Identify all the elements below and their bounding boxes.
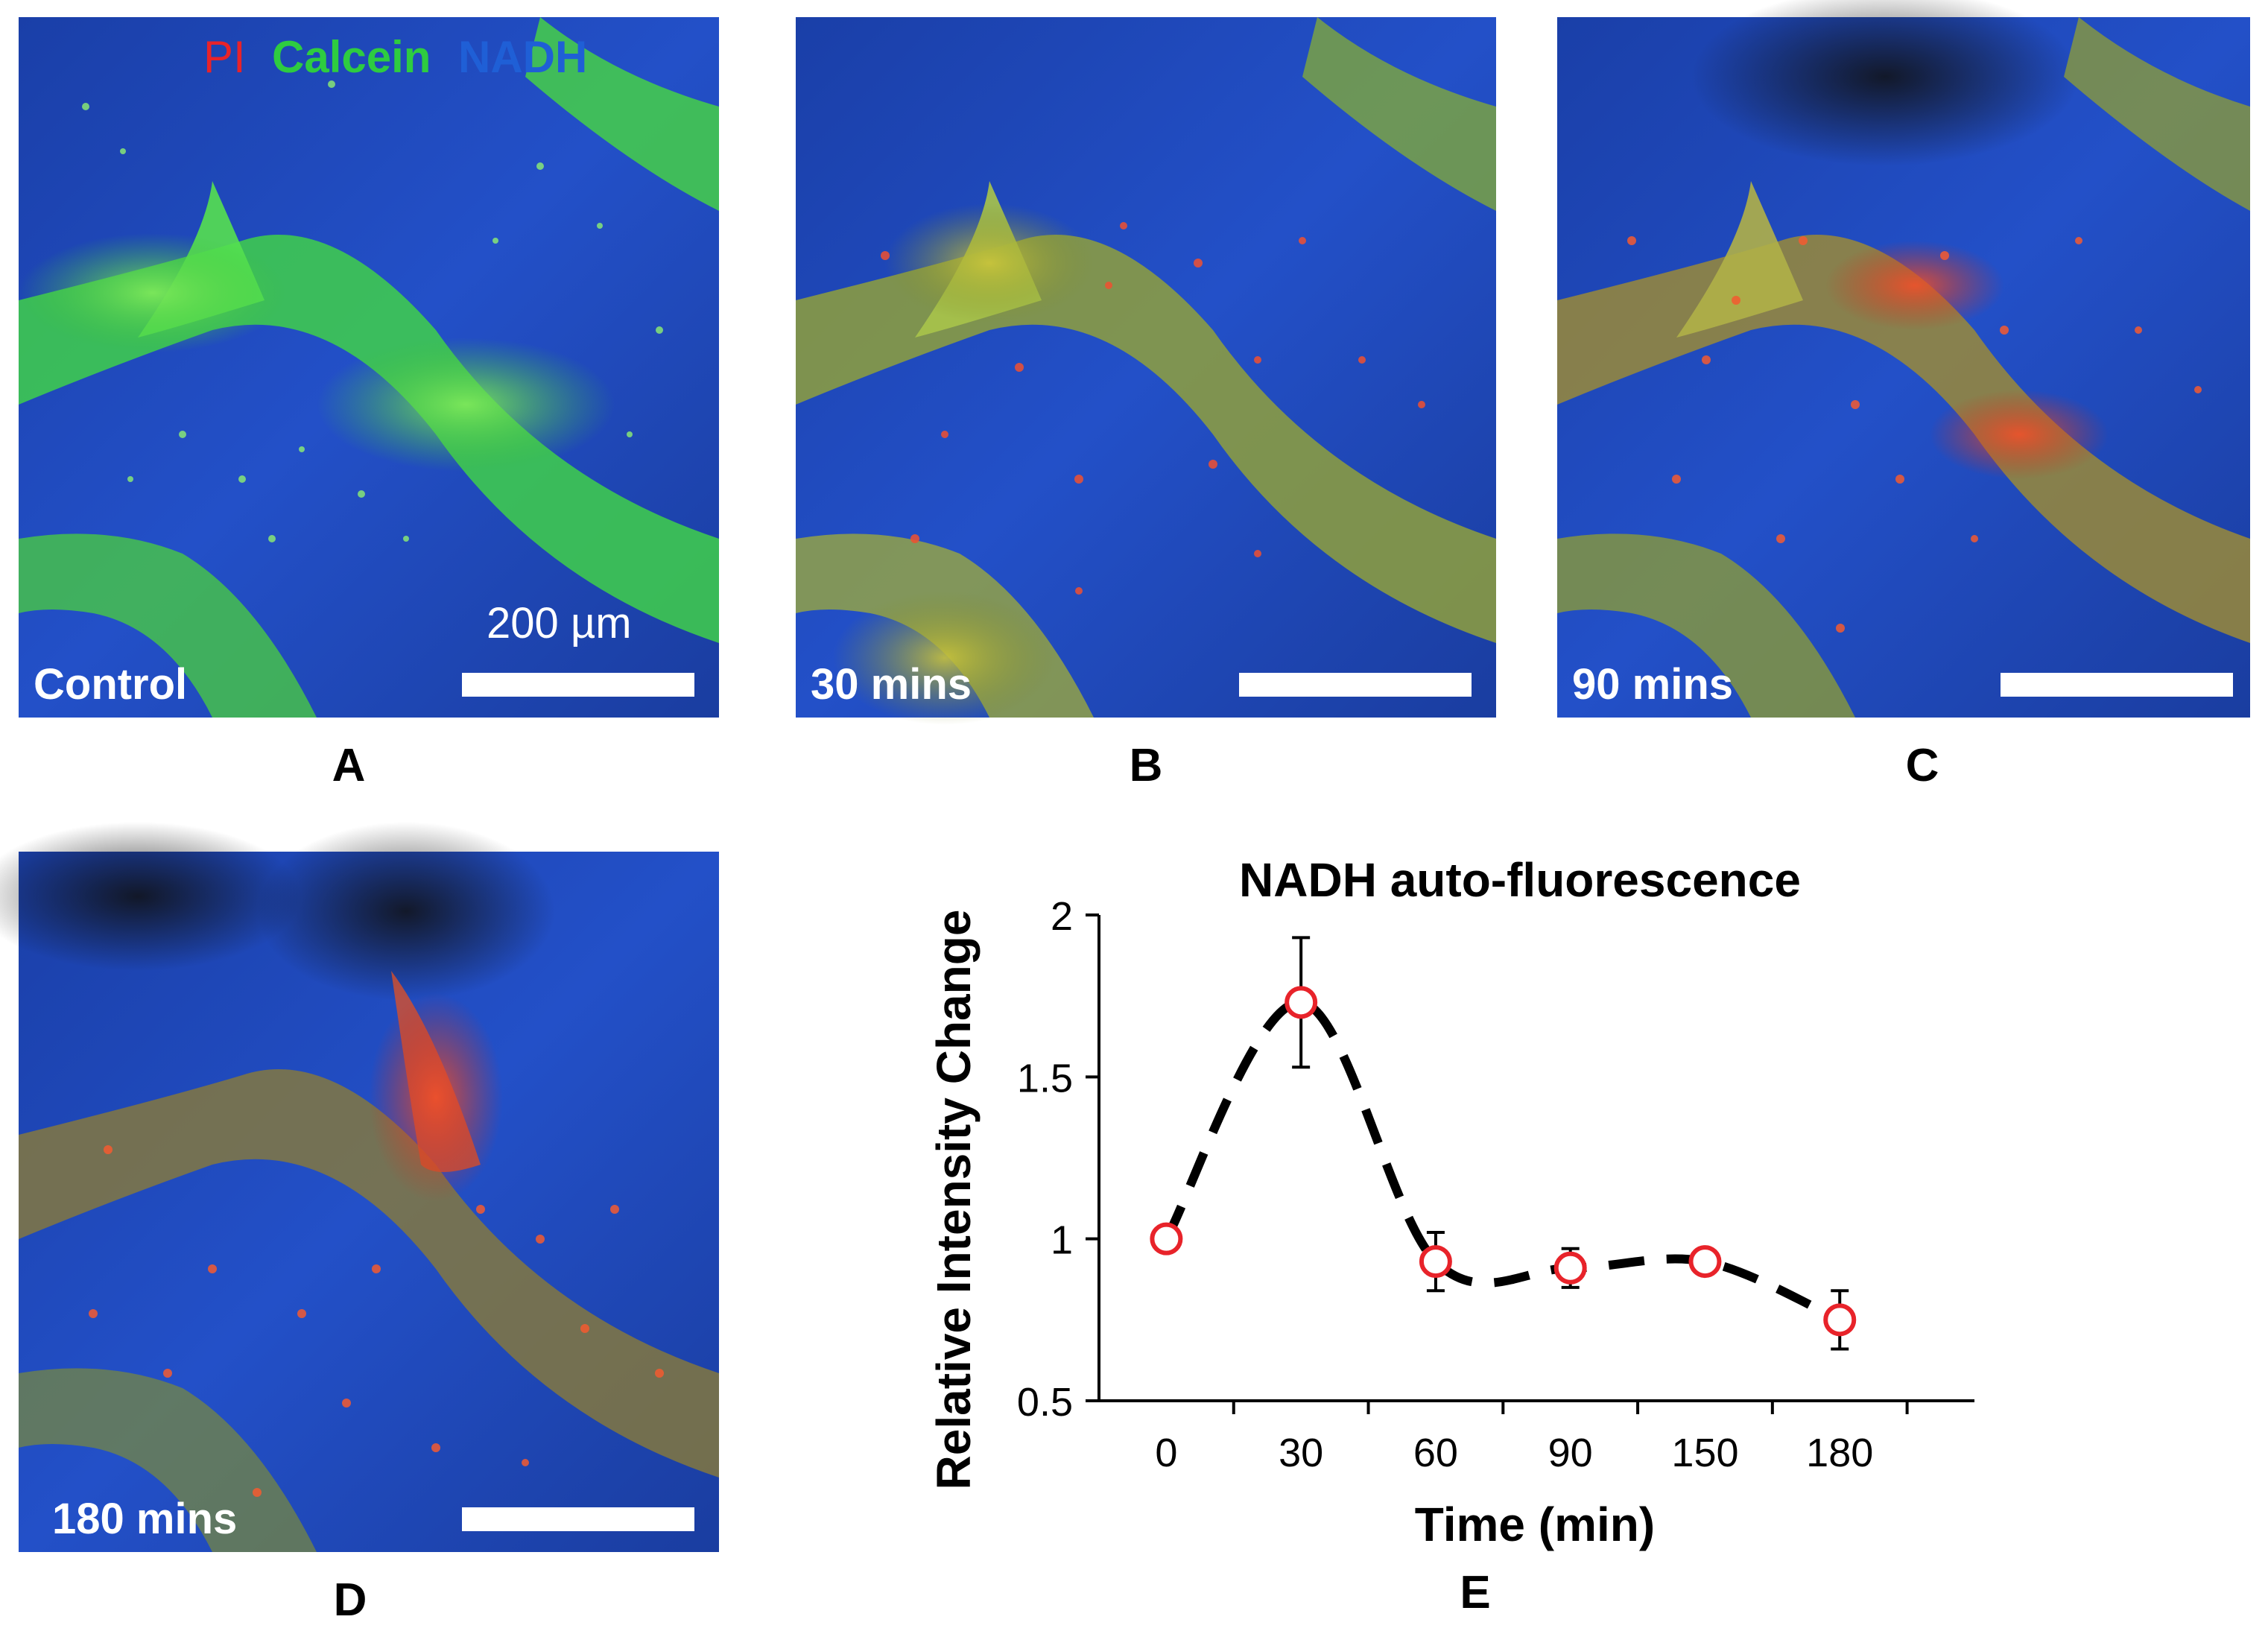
data-points — [1150, 986, 1857, 1337]
legend-calcein: Calcein — [272, 32, 431, 82]
data-point — [1823, 1303, 1857, 1337]
panel-b-vessels — [796, 17, 1496, 725]
scale-bar-label: 200 µm — [487, 599, 632, 647]
x-tick-label: 0 — [1155, 1431, 1177, 1475]
data-point — [1688, 1245, 1722, 1279]
panel-a-cells — [82, 80, 663, 542]
panel-d: 180 mins — [0, 822, 719, 1552]
legend-pi: PI — [203, 32, 246, 82]
panel-b: 30 mins — [796, 17, 1496, 725]
panel-b-label: 30 mins — [811, 660, 972, 709]
data-point — [1553, 1251, 1587, 1285]
chart-title: NADH auto-fluorescence — [1239, 853, 1801, 907]
panel-e-letter: E — [1460, 1567, 1490, 1618]
x-tick-label: 60 — [1413, 1431, 1458, 1475]
data-point — [1285, 986, 1318, 1019]
panel-e-chart: NADH auto-fluorescence Relative Intensit… — [927, 853, 1974, 1551]
panel-d-cells — [89, 1145, 664, 1497]
panel-c: 90 mins — [1557, 0, 2250, 718]
scale-bar — [2001, 673, 2233, 697]
panel-c-label: 90 mins — [1572, 660, 1733, 709]
x-tick-label: 90 — [1548, 1431, 1593, 1475]
panel-a: PI Calcein NADH 200 µm Control — [19, 17, 719, 718]
x-tick-label: 180 — [1806, 1431, 1873, 1475]
series-line — [1162, 998, 1842, 1324]
panel-a-letter: A — [332, 740, 366, 791]
data-point — [1150, 1222, 1183, 1255]
panel-b-letter: B — [1130, 740, 1163, 791]
scale-bar — [462, 1507, 694, 1531]
data-point — [1419, 1245, 1452, 1279]
panel-d-vessels — [0, 822, 719, 1552]
y-tick-label: 2 — [1051, 894, 1073, 939]
scale-bar — [462, 673, 694, 697]
y-ticks: 0.5 1 1.5 2 — [1017, 894, 1099, 1425]
panel-c-vessels — [1557, 0, 2250, 718]
panel-a-label: Control — [34, 660, 187, 709]
y-axis-label: Relative Intensity Change — [927, 910, 981, 1490]
panel-b-cells — [881, 222, 1425, 595]
scale-bar — [1239, 673, 1472, 697]
y-tick-label: 0.5 — [1017, 1380, 1073, 1425]
x-tick-label: 30 — [1279, 1431, 1323, 1475]
x-axis-label: Time (min) — [1415, 1498, 1655, 1551]
panel-d-letter: D — [334, 1574, 367, 1626]
y-tick-label: 1.5 — [1017, 1056, 1073, 1101]
x-ticks: 0 30 60 90 150 180 — [1155, 1401, 1909, 1475]
legend-nadh: NADH — [458, 32, 587, 82]
x-tick-label: 150 — [1671, 1431, 1738, 1475]
panel-a-vessels — [19, 17, 719, 718]
y-tick-label: 1 — [1051, 1218, 1073, 1263]
panel-c-letter: C — [1906, 740, 1939, 791]
panel-d-label: 180 mins — [52, 1495, 237, 1543]
panel-c-cells — [1627, 236, 2202, 633]
